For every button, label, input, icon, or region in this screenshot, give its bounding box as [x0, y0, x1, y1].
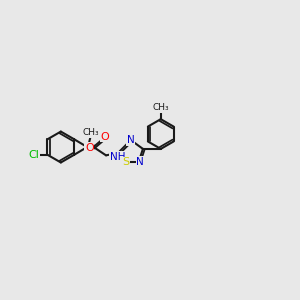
Text: CH₃: CH₃ [152, 103, 169, 112]
Text: N: N [136, 157, 144, 166]
Text: N: N [127, 136, 135, 146]
Text: NH: NH [110, 152, 125, 161]
Text: Cl: Cl [28, 150, 39, 160]
Text: S: S [122, 157, 129, 167]
Text: CH₃: CH₃ [83, 128, 100, 137]
Text: O: O [101, 132, 110, 142]
Text: O: O [85, 143, 94, 153]
